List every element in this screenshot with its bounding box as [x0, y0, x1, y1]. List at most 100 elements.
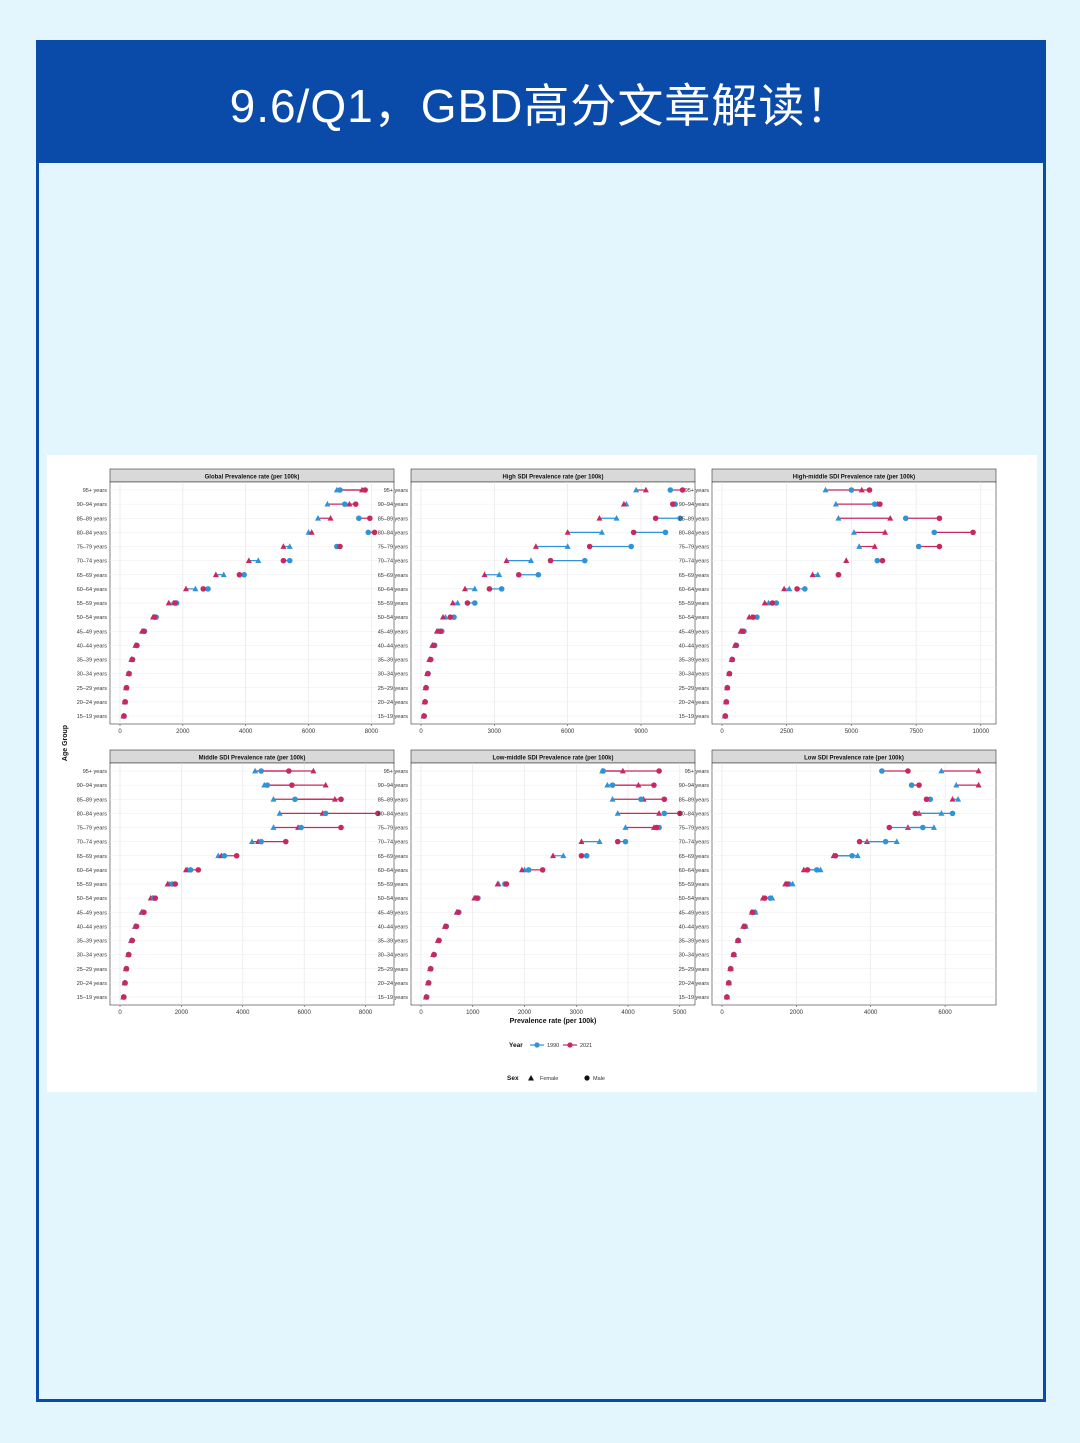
age-tick-label: 60–64 years: [679, 587, 710, 593]
point-1990-female: [854, 852, 861, 859]
point-1990-male: [583, 852, 590, 859]
point-2021-male: [503, 881, 510, 887]
page-title: 9.6/Q1，GBD高分文章解读！: [229, 80, 853, 132]
age-tick-label: 75–79 years: [378, 826, 409, 832]
point-2021-male: [421, 713, 427, 719]
point-2021-male: [749, 909, 756, 916]
age-tick-label: 60–64 years: [77, 587, 108, 593]
point-2021-female: [449, 599, 456, 606]
point-2021-male: [422, 699, 428, 705]
point-2021-male: [936, 543, 943, 550]
age-tick-label: 85–89 years: [679, 797, 710, 803]
point-2021-male: [723, 699, 730, 705]
point-2021-male: [337, 543, 343, 550]
age-tick-label: 20–24 years: [679, 700, 710, 706]
point-2021-male: [651, 782, 657, 788]
point-2021-female: [503, 557, 510, 564]
age-tick-label: 45–49 years: [77, 910, 108, 916]
age-tick-label: 95+ years: [83, 769, 108, 775]
age-tick-label: 60–64 years: [77, 868, 108, 874]
point-1990-female: [192, 585, 199, 592]
point-2021-female: [183, 866, 189, 873]
x-tick-label: 2500: [780, 729, 794, 735]
age-tick-label: 95+ years: [83, 488, 108, 494]
point-2021-male: [515, 571, 522, 578]
point-2021-male: [286, 768, 292, 774]
x-tick-label: 2000: [518, 1010, 532, 1016]
age-tick-label: 25–29 years: [679, 967, 710, 973]
age-tick-label: 80–84 years: [378, 530, 409, 536]
point-1990-female: [564, 543, 571, 549]
age-tick-label: 15–19 years: [679, 995, 710, 1001]
x-tick-label: 0: [720, 1010, 724, 1016]
point-2021-male: [436, 937, 442, 944]
age-tick-label: 90–94 years: [378, 502, 409, 508]
point-2021-female: [183, 585, 189, 592]
point-1990-male: [848, 487, 855, 493]
legend-year-title: Year: [509, 1042, 523, 1049]
point-2021-female: [212, 571, 219, 578]
age-tick-label: 80–84 years: [378, 811, 409, 817]
age-tick-label: 50–54 years: [679, 615, 710, 621]
point-2021-male: [443, 923, 449, 930]
point-2021-female: [761, 599, 768, 606]
point-1990-male: [773, 600, 780, 606]
age-tick-label: 95+ years: [685, 769, 710, 775]
age-tick-label: 75–79 years: [679, 545, 710, 551]
point-2021-male: [739, 628, 746, 635]
age-tick-label: 70–74 years: [679, 840, 710, 846]
age-tick-label: 75–79 years: [679, 826, 710, 832]
legend-2021-label: 2021: [580, 1043, 592, 1049]
point-1990-male: [221, 852, 228, 859]
age-tick-label: 45–49 years: [77, 629, 108, 635]
point-2021-male: [289, 782, 295, 788]
x-tick-label: 1000: [466, 1010, 480, 1016]
point-1990-male: [879, 768, 885, 774]
point-2021-male: [547, 557, 554, 564]
point-2021-male: [152, 895, 159, 901]
age-tick-label: 40–44 years: [378, 924, 409, 930]
age-tick-label: 35–39 years: [679, 658, 710, 664]
point-2021-male: [794, 586, 800, 592]
panel-title: Global Prevalence rate (per 100k): [205, 475, 300, 481]
point-2021-male: [151, 614, 158, 620]
age-tick-label: 45–49 years: [679, 629, 710, 635]
point-2021-male: [669, 501, 676, 507]
point-1990-female: [856, 543, 863, 549]
age-tick-label: 35–39 years: [679, 939, 710, 945]
age-tick-label: 90–94 years: [77, 783, 108, 789]
point-1990-male: [802, 586, 808, 592]
point-1990-female: [822, 486, 829, 493]
point-1990-female: [930, 824, 937, 830]
age-tick-label: 30–34 years: [679, 672, 710, 678]
age-tick-label: 30–34 years: [77, 953, 108, 959]
point-1990-female: [252, 767, 259, 774]
point-1990-male: [638, 796, 644, 803]
legend-1990-label: 1990: [547, 1043, 559, 1049]
age-tick-label: 20–24 years: [679, 981, 710, 987]
x-tick-label: 3000: [488, 729, 502, 735]
point-1990-female: [255, 557, 262, 564]
point-2021-male: [129, 937, 136, 944]
point-1990-male: [205, 586, 211, 592]
point-2021-male: [486, 586, 493, 592]
panel-title: Low-middle SDI Prevalence rate (per 100k…: [492, 756, 613, 762]
age-tick-label: 15–19 years: [378, 995, 409, 1001]
point-2021-male: [282, 838, 289, 845]
age-tick-label: 30–34 years: [679, 953, 710, 959]
point-1990-female: [835, 515, 842, 521]
point-1990-male: [609, 782, 616, 788]
point-1990-female: [220, 571, 227, 578]
age-tick-label: 55–59 years: [679, 601, 710, 607]
age-tick-label: 80–84 years: [77, 530, 108, 536]
x-tick-label: 4000: [621, 1010, 635, 1016]
point-1990-female: [596, 838, 603, 845]
age-tick-label: 75–79 years: [77, 545, 108, 551]
point-2021-female: [165, 599, 172, 606]
point-2021-male: [431, 951, 437, 958]
x-tick-label: 2000: [176, 729, 190, 735]
x-tick-label: 10000: [972, 729, 989, 735]
point-1990-male: [662, 529, 669, 536]
point-2021-male: [123, 684, 130, 691]
legend-2021-marker: [567, 1042, 573, 1048]
